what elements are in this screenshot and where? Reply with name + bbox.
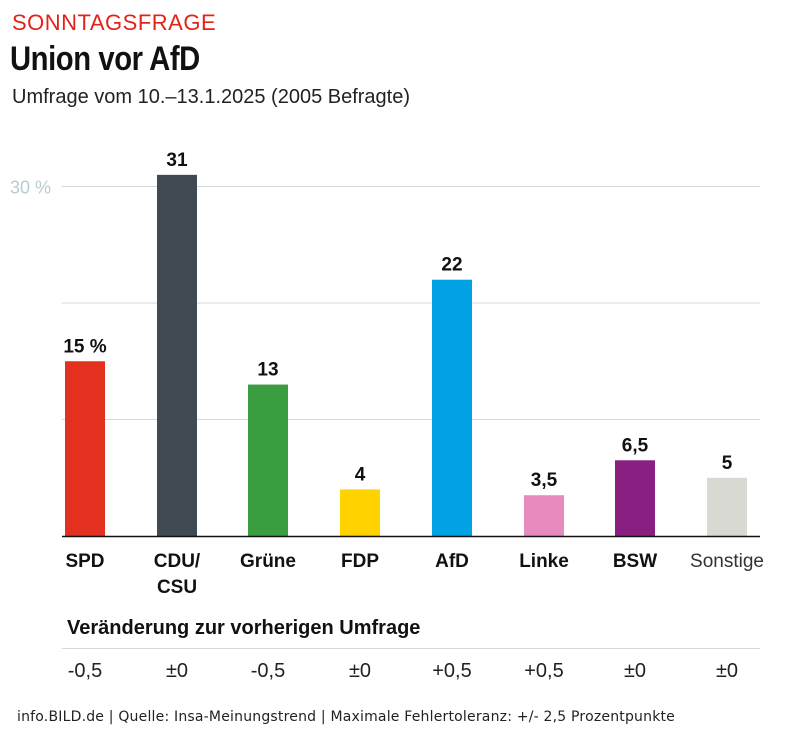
category-label-4: AfD: [435, 551, 469, 572]
value-label-1: 31: [166, 150, 188, 171]
category-label-5: Linke: [519, 551, 569, 572]
value-label-2: 13: [257, 360, 278, 381]
bar-5: [524, 495, 564, 536]
bar-4: [432, 279, 472, 536]
value-label-3: 4: [355, 464, 366, 485]
bar-2: [248, 384, 288, 536]
value-label-5: 3,5: [531, 470, 558, 491]
headline: Union vor AfD: [10, 40, 200, 78]
y-tick-label: 30 %: [10, 178, 51, 198]
change-value-2: -0,5: [250, 660, 286, 682]
change-value-3: ±0: [348, 660, 372, 682]
category-label-0: SPD: [65, 551, 104, 572]
category-label-1: CDU/CSU: [154, 551, 201, 598]
bar-1: [157, 174, 197, 536]
change-divider: [62, 648, 760, 649]
value-label-6: 6,5: [622, 435, 649, 456]
bar-3: [340, 489, 380, 536]
change-value-6: ±0: [623, 660, 647, 682]
value-label-4: 22: [441, 255, 462, 276]
category-label-6: BSW: [613, 551, 657, 572]
bar-chart: 30 % 15 % SPD 31 CDU/CSU 13 Grüne 4 FDP 22 AfD 3,5 L…: [10, 150, 764, 598]
change-title: Veränderung zur vorherigen Umfrage: [67, 617, 421, 639]
change-value-1: ±0: [165, 660, 189, 682]
change-value-7: ±0: [715, 660, 739, 682]
bar-6: [615, 460, 655, 536]
source-footer: info.BILD.de | Quelle: Insa-Meinungstren…: [17, 709, 676, 725]
value-label-0: 15 %: [63, 336, 106, 357]
subtitle: Umfrage vom 10.–13.1.2025 (2005 Befragte…: [12, 86, 411, 108]
change-value-5: +0,5: [524, 660, 564, 682]
category-label-3: FDP: [341, 551, 379, 572]
bar-0: [65, 361, 105, 536]
category-label-2: Grüne: [240, 551, 296, 572]
change-value-0: -0,5: [67, 660, 103, 682]
value-label-7: 5: [722, 453, 733, 474]
change-row: -0,5 ±0 -0,5 ±0 +0,5 +0,5 ±0 ±0: [0, 660, 800, 686]
category-label-7: Sonstige: [690, 551, 764, 572]
kicker: SONNTAGSFRAGE: [12, 10, 217, 35]
change-value-4: +0,5: [432, 660, 472, 682]
bar-7: [707, 477, 747, 536]
